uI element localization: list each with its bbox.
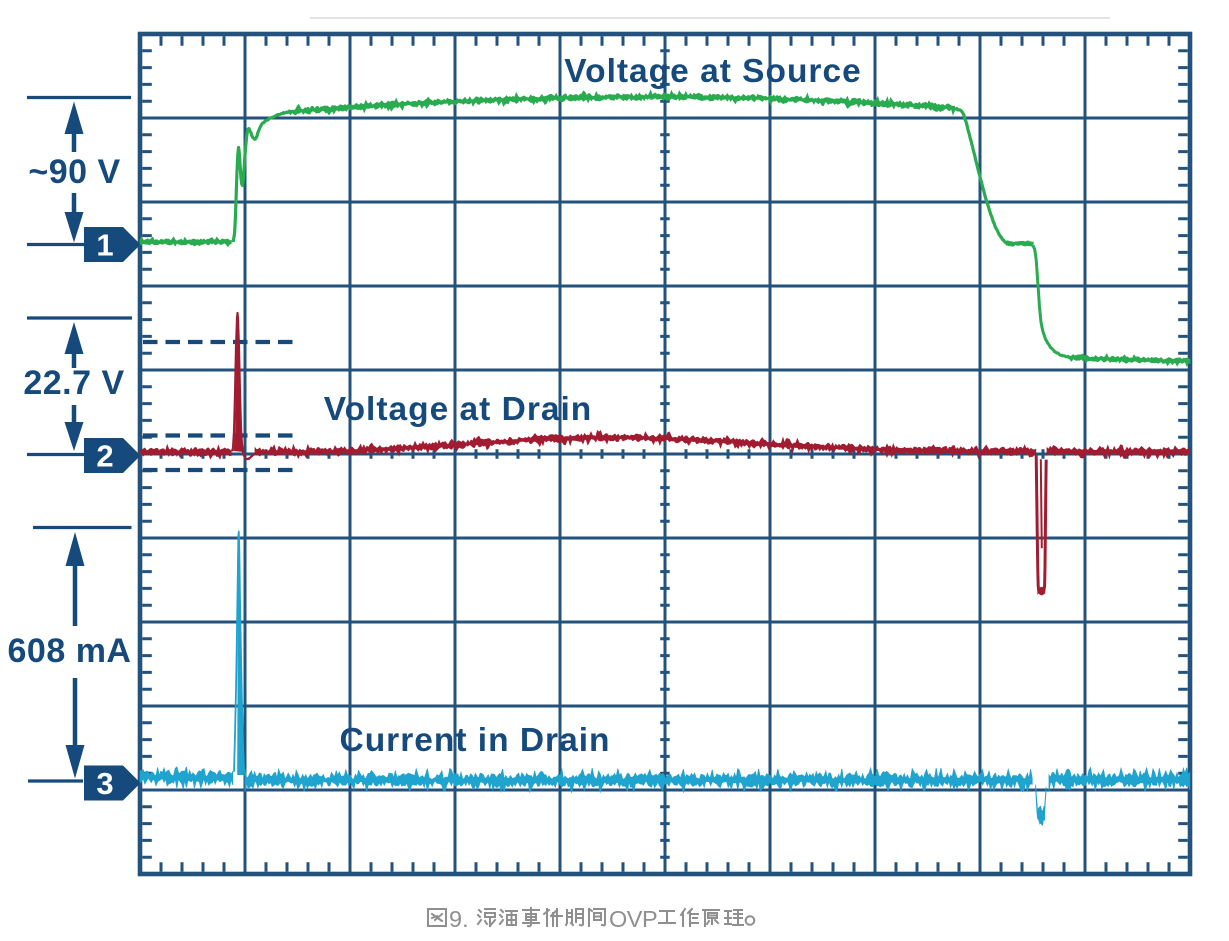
svg-text:608 mA: 608 mA <box>8 632 132 670</box>
svg-text:1: 1 <box>96 228 113 263</box>
svg-text:3: 3 <box>96 766 113 801</box>
svg-text:Voltage at Source: Voltage at Source <box>564 53 861 90</box>
svg-text:OVP: OVP <box>609 906 657 932</box>
svg-text:Voltage at Drain: Voltage at Drain <box>324 391 593 428</box>
svg-text:22.7 V: 22.7 V <box>23 364 124 402</box>
svg-text:9.: 9. <box>449 906 469 932</box>
svg-text:2: 2 <box>96 439 113 474</box>
svg-text:Current in Drain: Current in Drain <box>340 722 611 759</box>
svg-text:~90 V: ~90 V <box>28 153 120 191</box>
